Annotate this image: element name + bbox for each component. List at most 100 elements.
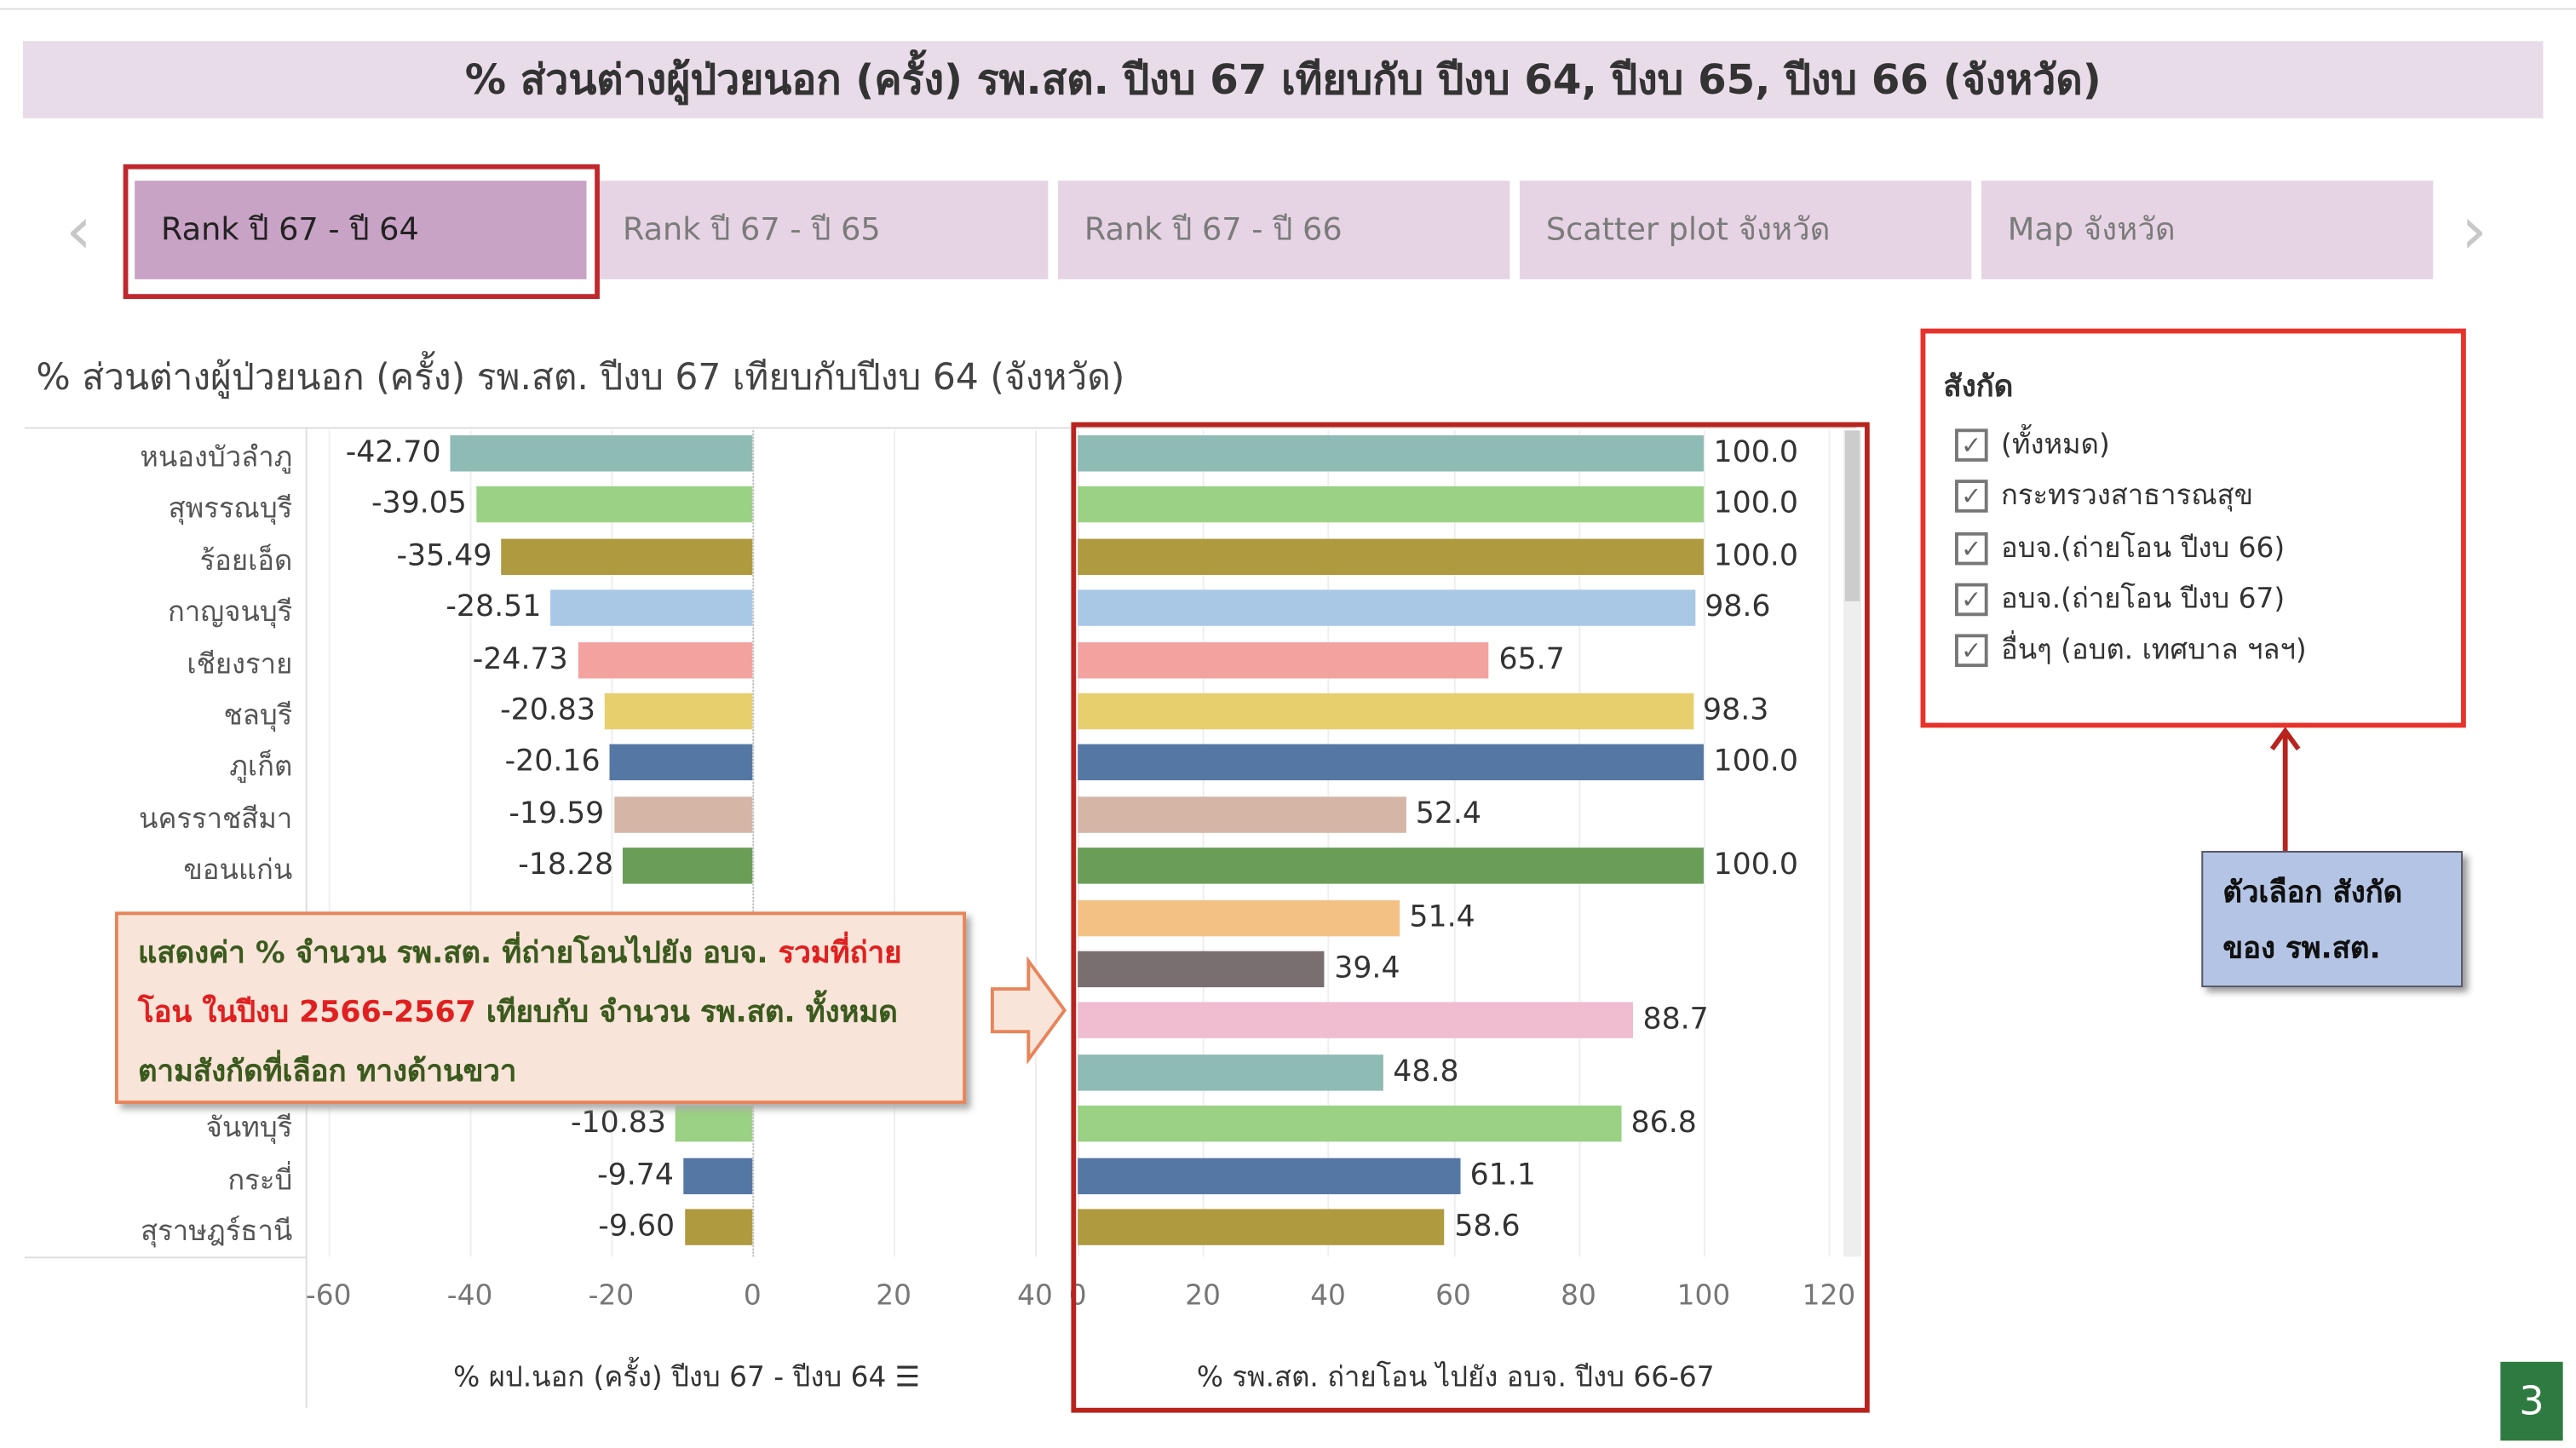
right-bar (1078, 1003, 1633, 1039)
right-tick-label: 100 (1676, 1279, 1731, 1313)
tab-rank-67-66[interactable]: Rank ปี 67 - ปี 66 (1058, 181, 1510, 279)
row-label: เชียงราย (187, 648, 293, 681)
checkbox-checked-icon[interactable]: ✓ (1955, 531, 1988, 565)
checkbox-checked-icon[interactable]: ✓ (1955, 428, 1988, 461)
row-label: หนองบัวลำภู (140, 441, 293, 475)
checkbox-checked-icon[interactable]: ✓ (1955, 582, 1988, 616)
left-tick-label: 20 (876, 1279, 912, 1313)
right-tick-label: 80 (1561, 1279, 1596, 1313)
filter-option-pao-67[interactable]: ✓ อบจ.(ถ่ายโอน ปีงบ 67) (1955, 577, 2285, 621)
prev-tab-arrow-icon[interactable]: ‹ (66, 193, 93, 270)
next-tab-arrow-icon[interactable]: › (2461, 193, 2487, 270)
left-bar-label: -9.60 (598, 1209, 676, 1244)
left-bar-label: -19.59 (509, 796, 605, 831)
left-bar-label: -35.49 (396, 538, 492, 573)
left-bar-label: -10.83 (571, 1106, 666, 1141)
right-bar-label: 52.4 (1415, 796, 1482, 831)
right-bar (1078, 589, 1695, 627)
gridline (611, 430, 613, 1257)
filter-option-moph[interactable]: ✓ กระทรวงสาธารณสุข (1955, 473, 2253, 517)
left-tick-label: -40 (446, 1279, 493, 1313)
right-bar-label: 100.0 (1713, 744, 1798, 779)
right-bar-label: 48.8 (1393, 1054, 1459, 1089)
sort-descending-icon[interactable]: ☰ (894, 1361, 921, 1395)
gridline (1578, 430, 1580, 1257)
left-bar (684, 1209, 753, 1245)
right-bar-label: 88.7 (1642, 1003, 1709, 1037)
right-bar-label: 58.6 (1454, 1209, 1521, 1244)
gridline (328, 430, 331, 1257)
left-tick-label: 0 (743, 1279, 762, 1313)
left-bar (613, 796, 753, 833)
left-tick-label: -20 (588, 1279, 635, 1313)
filter-option-all[interactable]: ✓ (ทั้งหมด) (1955, 422, 2110, 467)
row-label: กาญจนบุรี (168, 596, 293, 630)
left-bar (683, 1157, 753, 1194)
row-label: ภูเก็ต (229, 751, 293, 784)
right-tick-label: 60 (1435, 1279, 1471, 1313)
callout-highlight: รวมที่ถ่ายโอน ในปีงบ 2566-2567 (138, 936, 902, 1031)
page-title: % ส่วนต่างผู้ป่วยนอก (ครั้ง) รพ.สต. ปีงบ… (23, 41, 2544, 118)
divider (0, 8, 2576, 10)
tab-scatter-plot[interactable]: Scatter plot จังหวัด (1519, 181, 1972, 279)
left-bar (476, 486, 753, 524)
right-bar (1078, 848, 1704, 884)
right-bar (1078, 1054, 1383, 1091)
gridline (1328, 430, 1330, 1257)
right-bar (1078, 1106, 1621, 1142)
right-bar-label: 51.4 (1409, 899, 1475, 934)
right-bar (1078, 951, 1325, 988)
left-tick-label: -60 (305, 1279, 352, 1313)
left-bar-label: -9.74 (597, 1157, 674, 1192)
right-axis-title: % รพ.สต. ถ่ายโอน ไปยัง อบจ. ปีงบ 66-67 (1196, 1361, 1715, 1395)
right-bar (1078, 744, 1704, 781)
right-tick-label: 120 (1802, 1279, 1856, 1313)
right-bar-label: 98.3 (1703, 692, 1769, 728)
callout-text: เทียบกับ จำนวน รพ.สต. ทั้งหมด ตามสังกัดท… (138, 995, 898, 1089)
left-bar (605, 692, 753, 730)
row-label: สุราษฎร์ธานี (141, 1215, 293, 1249)
left-bar-label: -18.28 (518, 848, 614, 883)
row-label: สุพรรณบุรี (168, 493, 293, 526)
arrow-right-icon (990, 956, 1067, 1065)
row-label: ชลบุรี (223, 699, 293, 733)
left-axis-title: % ผป.นอก (ครั้ง) ปีงบ 67 - ปีงบ 64 ☰ (453, 1355, 920, 1399)
right-bar (1078, 486, 1704, 524)
gridline (1828, 430, 1831, 1257)
right-bar-label: 65.7 (1498, 641, 1565, 676)
left-tick-label: 40 (1017, 1279, 1053, 1313)
gridline (1203, 430, 1205, 1257)
filter-note: ตัวเลือก สังกัด ของ รพ.สต. (2201, 851, 2463, 988)
filter-option-pao-66[interactable]: ✓ อบจ.(ถ่ายโอน ปีงบ 66) (1955, 526, 2285, 570)
gridline (894, 430, 896, 1257)
left-axis-title-text: % ผป.นอก (ครั้ง) ปีงบ 67 - ปีงบ 64 (453, 1361, 887, 1395)
left-bar (550, 589, 753, 627)
right-bar (1078, 435, 1704, 472)
left-bar-label: -42.70 (345, 435, 441, 470)
right-chart-highlight (1071, 422, 1870, 1413)
right-bar-label: 61.1 (1469, 1157, 1536, 1192)
right-bar-label: 86.8 (1630, 1106, 1697, 1141)
right-bar (1078, 538, 1704, 575)
tab-rank-67-65[interactable]: Rank ปี 67 - ปี 65 (596, 181, 1049, 279)
filter-option-other[interactable]: ✓ อื่นๆ (อบต. เทศบาล ฯลฯ) (1955, 628, 2307, 672)
left-bar (578, 641, 753, 678)
left-bar-label: -28.51 (446, 589, 542, 625)
scrollbar-thumb[interactable] (1844, 430, 1860, 601)
left-bar-label: -20.16 (504, 744, 601, 779)
left-bar (623, 848, 753, 884)
tab-map[interactable]: Map จังหวัด (1981, 181, 2434, 279)
note-line: ของ รพ.สต. (2222, 931, 2381, 967)
filter-option-label: (ทั้งหมด) (2001, 428, 2110, 462)
gridline (1035, 430, 1037, 1257)
right-bar-label: 100.0 (1713, 538, 1798, 573)
checkbox-checked-icon[interactable]: ✓ (1955, 633, 1988, 667)
right-bar-label: 98.6 (1705, 589, 1771, 625)
gridline (469, 430, 472, 1257)
tab-rank-67-64[interactable]: Rank ปี 67 - ปี 64 (135, 181, 587, 279)
left-bar (451, 435, 753, 472)
checkbox-checked-icon[interactable]: ✓ (1955, 479, 1988, 512)
right-bar (1078, 692, 1693, 730)
scrollbar[interactable] (1843, 430, 1862, 1257)
page-number-badge: 3 (2500, 1361, 2563, 1441)
